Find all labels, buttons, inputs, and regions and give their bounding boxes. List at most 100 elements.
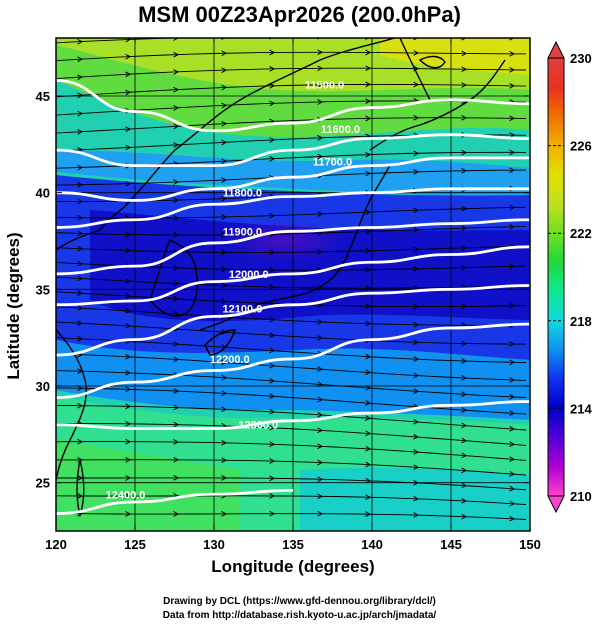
wind-arrow <box>365 98 372 105</box>
contour-line-8 <box>56 400 530 430</box>
wind-arrow <box>221 84 228 91</box>
wind-arrow <box>173 197 180 204</box>
wind-arrow <box>413 449 420 455</box>
wind-arrow <box>173 356 180 363</box>
wind-arrow <box>461 452 468 459</box>
wind-arrow <box>77 110 84 117</box>
wind-arrow <box>413 285 420 291</box>
wind-arrow <box>461 407 468 413</box>
wind-arrow <box>173 474 180 481</box>
wind-arrow <box>509 149 516 156</box>
wind-arrow <box>317 510 324 517</box>
wind-arrow <box>413 479 420 486</box>
wind-arrow <box>461 340 468 347</box>
wind-arrow <box>317 476 324 483</box>
wind-arrow <box>509 82 516 89</box>
wind-arrow <box>365 461 372 468</box>
wind-arrow <box>221 214 228 220</box>
wind-arrow <box>365 49 372 56</box>
contour-label-0: 11500.0 <box>305 79 344 91</box>
wind-arrow <box>365 430 372 437</box>
wind-arrow <box>77 245 84 252</box>
wind-arrow <box>173 179 180 185</box>
wind-arrow <box>221 232 228 238</box>
wind-arrow <box>509 204 516 211</box>
wind-arrow <box>269 441 276 448</box>
wind-arrow <box>413 372 420 379</box>
streamline <box>56 321 527 345</box>
wind-arrow <box>173 341 180 347</box>
wind-arrow <box>461 358 468 364</box>
axis-ticks: 120 125 130 135 140 145 150 25 30 35 40 45 <box>36 38 541 552</box>
wind-arrow <box>461 149 468 156</box>
wind-arrow <box>221 344 228 350</box>
wind-arrow <box>221 511 228 517</box>
wind-arrow <box>221 67 228 74</box>
streamline <box>56 405 527 431</box>
wind-arrow <box>125 322 132 329</box>
y-tick-label: 35 <box>36 282 50 297</box>
wind-arrow <box>125 475 132 481</box>
wind-arrow <box>221 195 228 202</box>
wind-arrow <box>221 50 228 57</box>
wind-arrow <box>77 438 84 445</box>
wind-arrow <box>317 443 324 449</box>
contour-label-1: 11600.0 <box>321 124 360 136</box>
wind-arrow <box>173 511 180 517</box>
wind-arrow <box>269 408 276 415</box>
wind-arrow <box>77 260 84 267</box>
wind-arrow <box>461 225 468 232</box>
wind-arrow <box>77 214 84 221</box>
wind-arrow <box>509 38 515 41</box>
contour-line-1 <box>56 133 530 168</box>
wind-arrow <box>125 493 132 499</box>
wind-arrow <box>365 303 372 310</box>
wind-arrow <box>413 356 420 362</box>
contour-label-7: 12200.0 <box>210 354 250 366</box>
contour-line-2 <box>56 156 530 202</box>
contour-label-4: 11900.0 <box>223 226 262 238</box>
contour-line-4 <box>56 218 530 276</box>
streamline <box>56 387 527 415</box>
wind-arrow <box>413 114 420 121</box>
wind-arrow <box>125 511 132 517</box>
contour-label-3: 11800.0 <box>223 188 262 200</box>
wind-arrow <box>77 493 84 499</box>
wind-arrow <box>269 249 276 256</box>
wind-arrow <box>365 384 372 391</box>
wind-arrow <box>221 177 228 183</box>
wind-arrow <box>173 295 180 302</box>
wind-arrow <box>125 353 132 360</box>
wind-arrow <box>125 438 132 445</box>
wind-arrow <box>461 482 468 489</box>
wind-arrow <box>461 167 468 174</box>
wind-arrow <box>317 493 324 500</box>
wind-arrow <box>317 99 324 105</box>
wind-arrow <box>317 211 324 217</box>
wind-arrow <box>269 493 276 499</box>
streamline <box>56 206 527 219</box>
wind-arrow <box>317 318 324 325</box>
streamline <box>56 306 527 326</box>
wind-arrow <box>509 115 516 122</box>
contour-label-9: 12400.0 <box>106 489 146 501</box>
wind-arrow <box>413 303 420 310</box>
wind-arrow <box>173 388 180 394</box>
colorbar-scale <box>547 57 565 497</box>
wind-arrow <box>413 464 420 471</box>
wind-arrow <box>461 497 468 504</box>
wind-arrow <box>269 475 276 482</box>
wind-arrow <box>413 433 420 440</box>
wind-arrow <box>125 71 132 78</box>
wind-arrow <box>365 266 372 273</box>
wind-arrow <box>317 82 324 88</box>
streamline <box>56 423 527 446</box>
wind-arrow <box>173 232 180 238</box>
x-tick-label: 140 <box>361 537 383 552</box>
wind-arrow <box>221 439 228 446</box>
wind-arrow <box>221 282 228 289</box>
contour-label-8: 12300.0 <box>238 420 278 432</box>
wind-arrow <box>77 181 84 188</box>
wind-arrow <box>173 86 180 93</box>
wind-arrow <box>461 467 468 474</box>
